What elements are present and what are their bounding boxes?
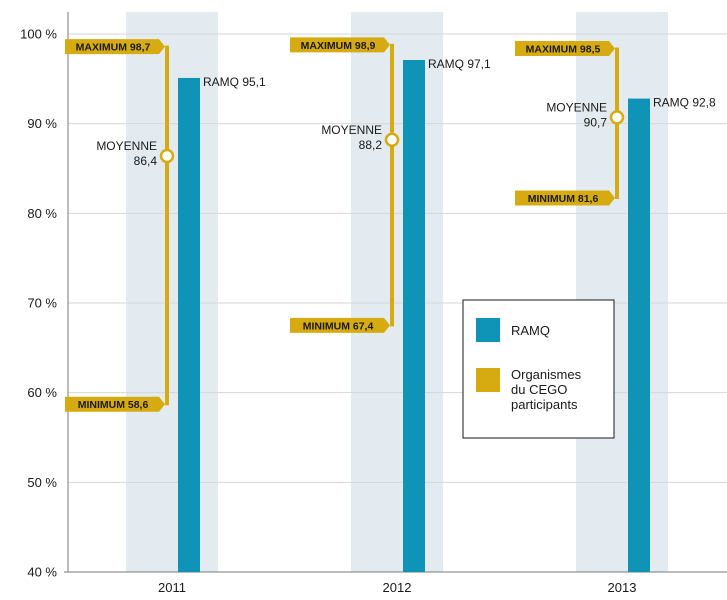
y-tick-label: 40 % bbox=[27, 565, 57, 580]
ramq-bar-2012 bbox=[403, 60, 425, 573]
maximum-tag bbox=[65, 39, 165, 55]
maximum-tag bbox=[515, 40, 615, 56]
ramq-value-label: RAMQ 92,8 bbox=[653, 96, 716, 110]
y-tick-label: 50 % bbox=[27, 475, 57, 490]
maximum-label: MAXIMUM 98,7 bbox=[76, 42, 151, 54]
y-tick-label: 60 % bbox=[27, 385, 57, 400]
y-tick-label: 100 % bbox=[20, 27, 57, 42]
y-tick-label: 80 % bbox=[27, 206, 57, 221]
gridlines bbox=[68, 33, 727, 483]
mean-label: MOYENNE bbox=[546, 100, 607, 114]
legend-label: RAMQ bbox=[511, 323, 550, 338]
mean-value-label: 86,4 bbox=[134, 154, 158, 168]
year-bands bbox=[126, 12, 668, 572]
minimum-tag bbox=[515, 190, 615, 206]
y-tick-label: 90 % bbox=[27, 116, 57, 131]
mean-marker bbox=[159, 148, 175, 164]
y-axis: 40 % 50 % 60 % 70 % 80 % 90 % 100 % bbox=[20, 12, 69, 580]
legend-swatch bbox=[476, 368, 500, 392]
legend-swatch bbox=[476, 318, 500, 342]
x-tick-label: 2012 bbox=[383, 580, 412, 595]
year-band-2012 bbox=[351, 12, 443, 572]
legend-label: participants bbox=[511, 397, 578, 412]
minimum-label: MINIMUM 81,6 bbox=[528, 193, 599, 205]
mean-value-label: 90,7 bbox=[584, 115, 608, 129]
maximum-label: MAXIMUM 98,5 bbox=[526, 43, 601, 55]
legend-label: Organismes bbox=[511, 367, 582, 382]
year-band-2013 bbox=[576, 12, 668, 572]
minimum-tag bbox=[65, 396, 165, 412]
y-tick-label: 70 % bbox=[27, 296, 57, 311]
mean-label: MOYENNE bbox=[96, 139, 157, 153]
x-tick-label: 2013 bbox=[608, 580, 637, 595]
mean-label: MOYENNE bbox=[321, 123, 382, 137]
ramq-bar-2011 bbox=[178, 77, 200, 572]
minimum-label: MINIMUM 67,4 bbox=[303, 320, 374, 332]
mean-marker bbox=[609, 110, 625, 125]
ramq-bars: RAMQ 95,1 RAMQ 97,1 RAMQ 92,8 bbox=[178, 57, 716, 573]
mean-value-label: 88,2 bbox=[359, 138, 383, 152]
x-axis: 2011 2012 2013 bbox=[64, 571, 727, 595]
minimum-label: MINIMUM 58,6 bbox=[78, 399, 149, 411]
maximum-label: MAXIMUM 98,9 bbox=[301, 40, 376, 52]
x-tick-label: 2011 bbox=[158, 580, 186, 595]
mean-marker bbox=[384, 132, 400, 148]
minimum-tag bbox=[290, 317, 390, 333]
year-band-2011 bbox=[126, 12, 218, 572]
ramq-value-label: RAMQ 97,1 bbox=[428, 57, 491, 71]
legend-label: du CEGO bbox=[511, 382, 567, 397]
maximum-tag bbox=[290, 37, 390, 53]
ramq-bar-2013 bbox=[628, 98, 650, 572]
ramq-value-label: RAMQ 95,1 bbox=[203, 75, 266, 89]
